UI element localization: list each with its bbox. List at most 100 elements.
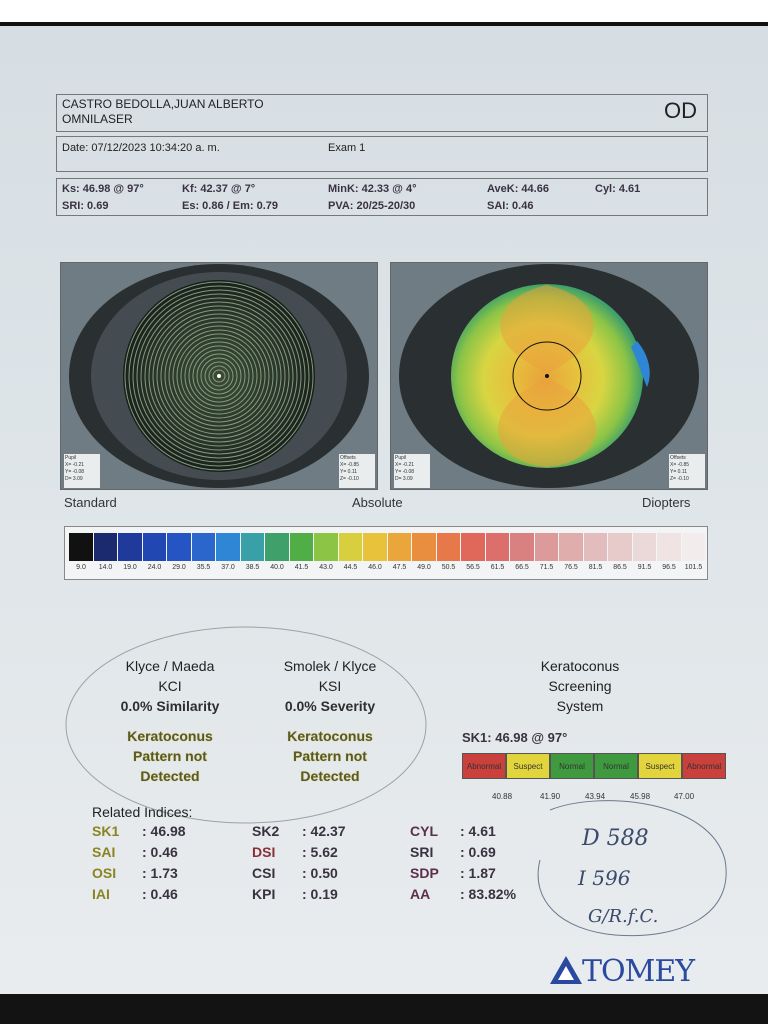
exam-info-box (56, 136, 708, 172)
ksi-result-1: Keratoconus (287, 728, 373, 744)
color-scale-tick: 66.5 (515, 564, 529, 571)
index-value: : 0.46 (142, 886, 178, 902)
map-label-standard: Standard (64, 495, 117, 510)
color-swatch (314, 533, 338, 561)
related-title: Related Indices: (92, 804, 193, 820)
ksi-title: KSI (318, 678, 342, 694)
color-scale-tick: 43.0 (319, 564, 333, 571)
kf-value: Kf: 42.37 @ 7° (182, 183, 256, 195)
index-key: DSI (252, 844, 276, 860)
exam-date: Date: 07/12/2023 10:34:20 a. m. (62, 142, 220, 154)
kci-result-1: Keratoconus (127, 728, 213, 744)
color-swatch (657, 533, 681, 561)
kss-title-block: Keratoconus Screening System (520, 656, 640, 716)
pupil-x: X= -0.21 (65, 462, 85, 468)
color-scale-tick: 50.5 (441, 564, 456, 571)
color-scale-tick: 91.5 (637, 564, 652, 571)
color-swatch (338, 533, 362, 561)
index-key: AA (410, 886, 431, 902)
patient-name: CASTRO BEDOLLA,JUAN ALBERTO (62, 97, 264, 111)
kss-bar-segment: Suspect (506, 753, 550, 779)
pupil-x-right: X= -0.21 (395, 462, 415, 468)
color-scale-tick: 37.0 (221, 564, 235, 571)
color-swatch (412, 533, 436, 561)
klyce-block: Klyce / Maeda KCI 0.0% Similarity Kerato… (100, 656, 240, 786)
keratometry-box (56, 178, 708, 216)
color-swatch (436, 533, 460, 561)
color-scale-tick: 29.0 (172, 564, 186, 571)
offsets-z: Z= -0.10 (340, 476, 359, 482)
offsets-info-box: Offsets X= -0.85 Y= 0.11 Z= -0.10 (339, 454, 375, 488)
color-scale-tick: 35.5 (196, 564, 211, 571)
placido-image: Pupil X= -0.21 Y= -0.08 D= 3.09 Offsets … (60, 262, 378, 490)
ks-value: Ks: 46.98 @ 97° (62, 183, 144, 195)
pupil-d: D= 3.09 (65, 476, 83, 482)
color-swatch (534, 533, 558, 561)
exam-number: Exam 1 (328, 142, 366, 154)
offsets-x: X= -0.85 (340, 462, 360, 468)
pupil-y: Y= -0.08 (65, 469, 85, 475)
index-key: CYL (410, 823, 438, 839)
color-scale-tick: 86.5 (613, 564, 627, 571)
index-key: SAI (92, 844, 116, 860)
bottom-border (0, 994, 768, 1024)
color-swatch (216, 533, 240, 561)
pupil-info-box-right: Pupil X= -0.21 Y= -0.08 D= 3.09 (394, 454, 430, 488)
pupil-y-right: Y= -0.08 (395, 469, 415, 475)
color-swatch (191, 533, 215, 561)
index-value: : 0.46 (142, 844, 178, 860)
color-swatch (608, 533, 632, 561)
handwritten-initials: G/R.f.C. (588, 906, 659, 927)
color-swatch (93, 533, 117, 561)
index-value: : 42.37 (302, 823, 346, 839)
color-swatch (510, 533, 534, 561)
index-key: OSI (92, 865, 117, 881)
color-swatch (265, 533, 289, 561)
offsets-info-box-right: Offsets X= -0.85 Y= 0.11 Z= -0.10 (669, 454, 705, 488)
handwritten-i: I 596 (578, 866, 631, 890)
offsets-title-right: Offsets (670, 455, 686, 461)
kss-bar-tick: 40.88 (492, 792, 513, 801)
klyce-title: Klyce / Maeda (125, 658, 215, 674)
pva-value: PVA: 20/25-20/30 (328, 200, 416, 212)
index-value: : 0.50 (302, 865, 338, 881)
color-scale-tick: 101.5 (684, 564, 703, 571)
clinic-name: OMNILASER (62, 112, 133, 126)
kss-title-2: Screening (548, 678, 612, 694)
color-swatch (485, 533, 509, 561)
kss-bar-segment: Abnormal (682, 753, 726, 779)
patient-header-box (56, 94, 708, 132)
color-swatch (583, 533, 607, 561)
pupil-title-right: Pupil (395, 455, 407, 461)
color-swatch (289, 533, 313, 561)
report-paper (0, 26, 768, 994)
color-scale-tick: 38.5 (245, 564, 260, 571)
kci-result-3: Detected (140, 768, 200, 784)
color-swatch (559, 533, 583, 561)
patient-block: CASTRO BEDOLLA,JUAN ALBERTO OMNILASER (62, 97, 264, 127)
kss-bar-tick: 43.94 (585, 792, 606, 801)
top-border (0, 0, 768, 26)
offsets-y-right: Y= 0.11 (670, 469, 688, 475)
color-scale-tick: 96.5 (662, 564, 676, 571)
index-value: : 4.61 (460, 823, 496, 839)
color-swatch (681, 533, 705, 561)
smolek-block: Smolek / Klyce KSI 0.0% Severity Keratoc… (260, 656, 400, 786)
color-scale-tick: 81.5 (588, 564, 603, 571)
color-swatch (387, 533, 411, 561)
color-scale-tick: 14.0 (98, 564, 113, 571)
color-swatch (363, 533, 387, 561)
kci-title: KCI (158, 678, 182, 694)
hand-drawn-ellipse (65, 626, 427, 824)
pupil-info-box: Pupil X= -0.21 Y= -0.08 D= 3.09 (64, 454, 100, 488)
eye-label: OD (664, 98, 697, 123)
kss-bar-tick: 47.00 (674, 792, 695, 801)
kss-bar-segment: Normal (550, 753, 594, 779)
avek-value: AveK: 44.66 (487, 183, 549, 195)
tomey-logo: TOMEY (548, 954, 708, 989)
index-key: SK2 (252, 823, 280, 839)
ksi-value: 0.0% Severity (284, 698, 376, 714)
topography-map: Pupil X= -0.21 Y= -0.08 D= 3.09 Offsets … (390, 262, 708, 490)
color-swatch (632, 533, 656, 561)
map-label-diopters: Diopters (642, 495, 691, 510)
